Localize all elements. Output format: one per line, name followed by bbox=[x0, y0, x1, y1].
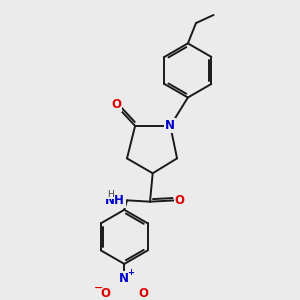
Text: NH: NH bbox=[105, 194, 125, 207]
Text: O: O bbox=[111, 98, 121, 111]
Text: O: O bbox=[100, 287, 110, 300]
Text: −: − bbox=[93, 283, 103, 293]
Text: O: O bbox=[138, 287, 148, 300]
Text: +: + bbox=[127, 268, 134, 278]
Text: H: H bbox=[107, 190, 114, 199]
Text: N: N bbox=[119, 272, 129, 285]
Text: N: N bbox=[165, 119, 175, 132]
Text: O: O bbox=[175, 194, 185, 207]
